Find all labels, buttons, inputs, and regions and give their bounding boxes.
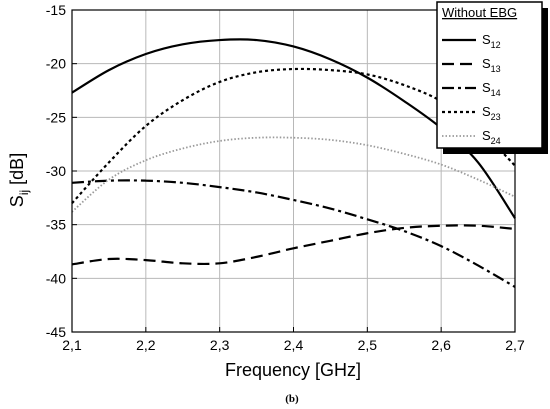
x-axis-title: Frequency [GHz] (225, 360, 361, 380)
legend-label-s13: S13 (482, 56, 501, 74)
x-axis: 2,1 2,2 2,3 2,4 2,5 2,6 2,7 (62, 327, 525, 353)
legend-label-s14: S14 (482, 80, 501, 98)
legend-label-sub: 23 (491, 112, 501, 122)
figure-caption: (b) (285, 393, 299, 405)
legend-label-main: S (482, 56, 491, 71)
y-tick-label: -25 (46, 109, 66, 125)
y-axis: -15 -20 -25 -30 -35 -40 -45 (46, 2, 77, 340)
y-tick-label: -30 (46, 163, 66, 179)
x-tick-label: 2,7 (505, 337, 525, 353)
legend-label-main: S (482, 80, 491, 95)
x-tick-label: 2,1 (62, 337, 82, 353)
legend-title: Without EBG (442, 5, 517, 20)
legend-label-main: S (482, 128, 491, 143)
legend-label-sub: 13 (491, 64, 501, 74)
legend-label-sub: 14 (491, 88, 501, 98)
y-tick-label: -45 (46, 324, 66, 340)
legend-label-sub: 24 (491, 136, 501, 146)
series-line-s14 (71, 179, 516, 288)
y-tick-label: -40 (46, 270, 66, 286)
y-axis-title-sub: ij (17, 190, 31, 195)
y-tick-label: -20 (46, 56, 66, 72)
x-tick-label: 2,3 (210, 337, 230, 353)
x-tick-label: 2,2 (136, 337, 156, 353)
series-line-s13 (71, 224, 516, 266)
legend-label-s24: S24 (482, 128, 501, 146)
legend-label-s12: S12 (482, 32, 501, 50)
x-tick-label: 2,5 (358, 337, 378, 353)
y-axis-title: Sij [dB] (7, 153, 31, 207)
y-tick-label: -35 (46, 217, 66, 233)
legend-label-s23: S23 (482, 104, 501, 122)
y-tick-label: -15 (46, 2, 66, 18)
legend-label-sub: 12 (491, 40, 501, 50)
x-tick-label: 2,6 (431, 337, 451, 353)
legend-box (436, 1, 543, 149)
y-axis-title-unit: [dB] (7, 153, 27, 190)
x-tick-label: 2,4 (284, 337, 304, 353)
legend-label-main: S (482, 32, 491, 47)
legend-label-main: S (482, 104, 491, 119)
y-axis-title-main: S (7, 195, 27, 207)
